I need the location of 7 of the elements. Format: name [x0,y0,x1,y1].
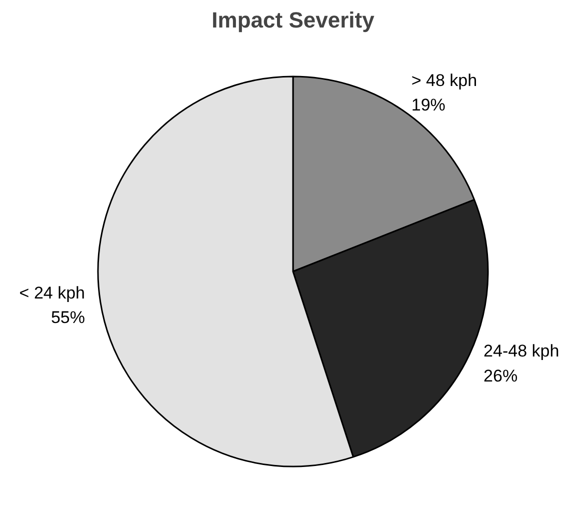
data-label: 19% [411,96,446,115]
slice-label: < 24 kph [19,283,86,302]
chart-title: Impact Severity [212,8,376,32]
data-label: 26% [484,366,518,386]
slice-label: > 48 kph [411,71,478,90]
slice-label: 24-48 kph [484,342,560,361]
data-label: 55% [50,308,85,328]
